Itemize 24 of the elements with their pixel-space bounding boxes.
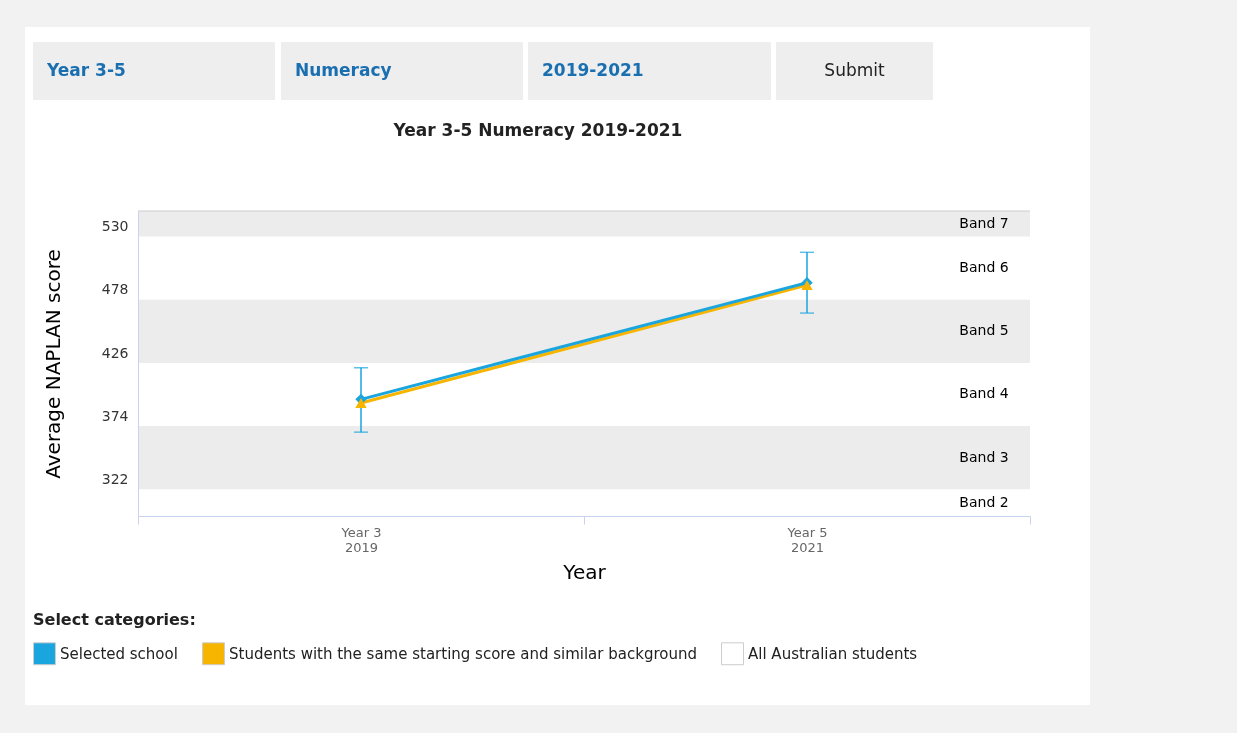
x-tick-label: Year 3 2019	[340, 524, 382, 555]
y-tick-label: 322	[101, 471, 129, 488]
band-label: Band 5	[959, 322, 1009, 339]
legend-title: Select categories:	[33, 610, 196, 629]
y-axis-title: Average NAPLAN score	[40, 249, 65, 479]
y-tick-label: 530	[101, 218, 129, 235]
text: Year 3-5	[46, 60, 126, 80]
text: 2019-2021	[542, 60, 644, 80]
x-tick-label: Year 5 2021	[786, 524, 828, 555]
y-tick-label: 374	[101, 407, 129, 424]
annotation: Band 4	[959, 385, 1009, 402]
x-axis-title: Year	[562, 559, 607, 584]
legend-label: All Australian students	[748, 644, 918, 663]
chart-title: Year 3-5 Numeracy 2019-2021	[392, 120, 683, 140]
text: Submit	[824, 60, 885, 80]
y-tick-label: 426	[101, 344, 129, 361]
band-label: Band 3	[959, 448, 1009, 465]
text: Numeracy	[295, 60, 392, 80]
annotation: Band 2	[959, 493, 1009, 510]
annotation: Band 6	[959, 259, 1009, 276]
legend-label: Students with the same starting score and similar background	[229, 644, 697, 663]
y-tick-label: 478	[101, 281, 129, 298]
band-label: Band 7	[959, 214, 1009, 231]
legend-label: Selected school	[60, 644, 178, 663]
